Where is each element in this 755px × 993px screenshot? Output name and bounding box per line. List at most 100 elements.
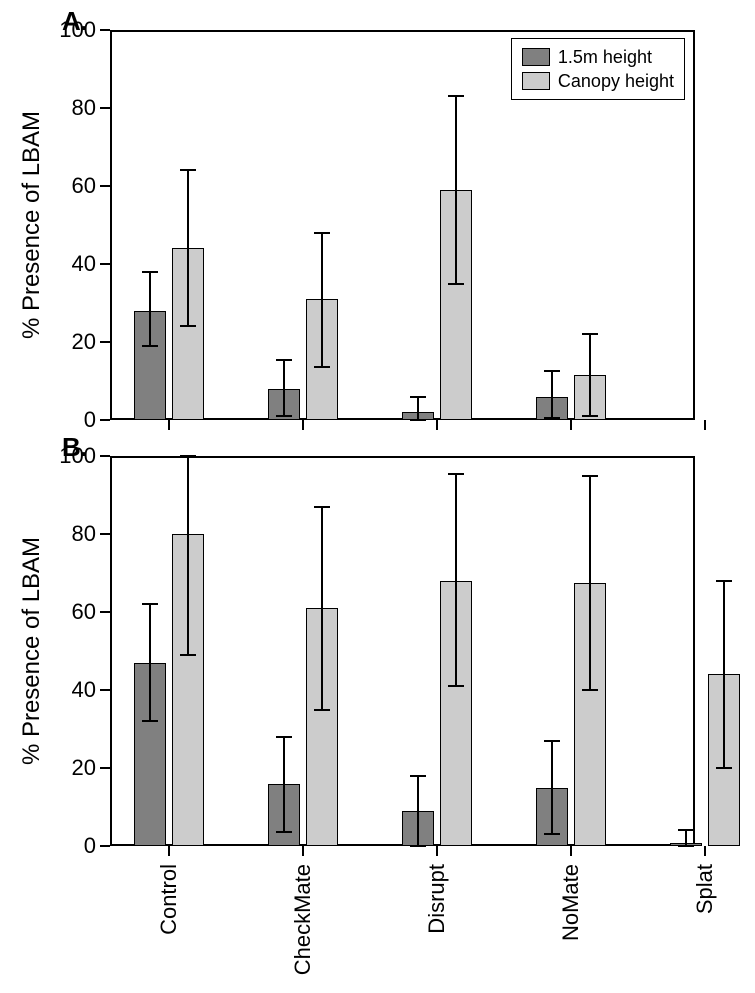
error-bar [149,604,151,721]
xtick [168,846,170,856]
xtick [570,420,572,430]
legend-label: Canopy height [558,69,674,93]
figure: A.020406080100% Presence of LBAM1.5m hei… [0,0,755,993]
error-cap [716,767,732,769]
ytick [100,845,110,847]
error-cap [544,833,560,835]
error-bar [321,507,323,710]
error-cap [448,283,464,285]
error-bar [455,96,457,283]
ytick-label: 0 [84,407,96,433]
panel-B: 020406080100% Presence of LBAMControlChe… [110,456,695,846]
legend-swatch [522,72,550,90]
error-bar [685,830,687,846]
error-cap [276,359,292,361]
error-cap [582,333,598,335]
ytick [100,455,110,457]
xtick [302,420,304,430]
error-cap [180,654,196,656]
right-axis [693,456,695,846]
y-axis-label: % Presence of LBAM [18,111,46,339]
ytick-label: 0 [84,833,96,859]
error-cap [448,685,464,687]
xtick [436,420,438,430]
error-bar [187,170,189,326]
xtick [436,846,438,856]
x-axis-label: NoMate [558,864,584,941]
ytick-label: 20 [72,329,96,355]
error-bar [417,776,419,846]
ytick [100,29,110,31]
error-cap [544,370,560,372]
ytick [100,107,110,109]
error-cap [582,475,598,477]
error-cap [314,506,330,508]
ytick-label: 40 [72,251,96,277]
error-cap [410,775,426,777]
legend: 1.5m heightCanopy height [511,38,685,100]
y-axis [110,456,112,846]
error-cap [314,232,330,234]
error-cap [410,396,426,398]
ytick [100,185,110,187]
error-cap [448,473,464,475]
ytick-label: 80 [72,95,96,121]
error-cap [410,419,426,421]
ytick [100,419,110,421]
error-cap [582,415,598,417]
ytick-label: 60 [72,599,96,625]
ytick [100,533,110,535]
xtick [570,846,572,856]
error-cap [410,845,426,847]
error-cap [582,689,598,691]
y-axis [110,30,112,420]
ytick-label: 100 [59,17,96,43]
xtick [704,420,706,430]
error-cap [544,740,560,742]
error-bar [321,233,323,368]
xtick [168,420,170,430]
ytick [100,767,110,769]
error-cap [276,736,292,738]
error-bar [551,741,553,835]
xtick [302,846,304,856]
top-axis [110,30,695,32]
error-bar [283,360,285,417]
error-cap [180,455,196,457]
error-cap [276,415,292,417]
x-axis-label: Control [156,864,182,935]
error-cap [180,169,196,171]
ytick [100,341,110,343]
error-cap [678,829,694,831]
x-axis-label: Splat [692,864,718,914]
error-cap [142,603,158,605]
right-axis [693,30,695,420]
error-cap [180,325,196,327]
xtick [704,846,706,856]
y-axis-label: % Presence of LBAM [18,537,46,765]
error-cap [678,845,694,847]
error-bar [551,371,553,418]
error-bar [417,397,419,420]
ytick-label: 80 [72,521,96,547]
error-bar [149,272,151,346]
legend-swatch [522,48,550,66]
error-bar [723,581,725,768]
ytick [100,263,110,265]
panel-A: 020406080100% Presence of LBAM1.5m heigh… [110,30,695,420]
error-bar [589,476,591,691]
error-cap [314,709,330,711]
legend-item: Canopy height [522,69,674,93]
x-axis-label: Disrupt [424,864,450,934]
ytick-label: 100 [59,443,96,469]
top-axis [110,456,695,458]
error-cap [142,271,158,273]
ytick-label: 20 [72,755,96,781]
ytick-label: 60 [72,173,96,199]
ytick [100,611,110,613]
error-bar [455,474,457,687]
error-cap [314,366,330,368]
error-cap [142,720,158,722]
ytick [100,689,110,691]
ytick-label: 40 [72,677,96,703]
